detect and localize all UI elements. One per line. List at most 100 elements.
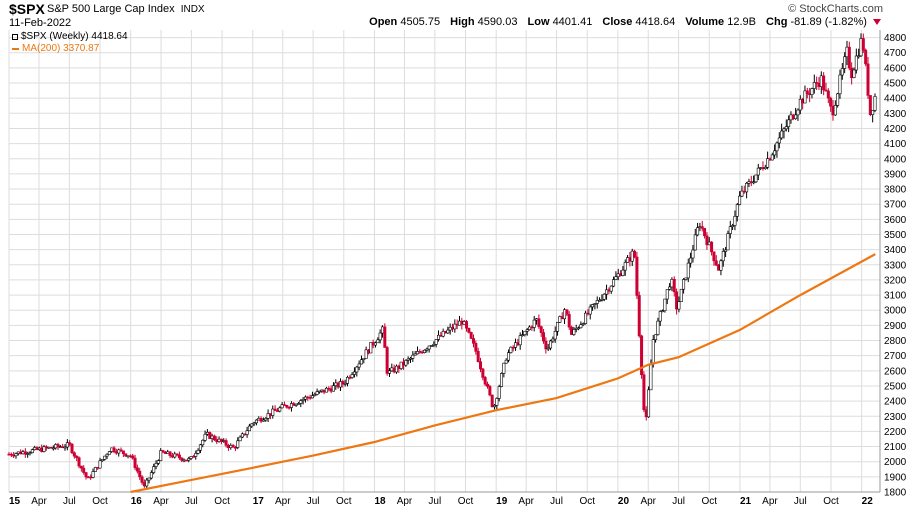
price-bar-body <box>728 226 732 234</box>
price-bar-body <box>264 418 268 421</box>
price-bar-body <box>763 166 767 170</box>
price-bar-body <box>152 466 156 473</box>
y-tick-label: 3500 <box>884 230 907 241</box>
price-bar-body <box>100 459 104 462</box>
price-bar-body <box>623 262 627 271</box>
price-bar-body <box>523 330 527 336</box>
price-bar-body <box>668 286 672 290</box>
price-bar-body <box>355 366 359 373</box>
y-tick-label: 3200 <box>884 275 907 286</box>
price-bar-body <box>68 442 72 445</box>
low-value: 4401.41 <box>552 16 593 28</box>
price-bar-body <box>378 332 382 341</box>
price-bar-body <box>82 467 86 473</box>
price-bar-body <box>357 363 361 368</box>
price-bar-body <box>315 391 319 395</box>
price-bar-body <box>647 389 651 418</box>
price-bar-body <box>474 343 478 352</box>
price-bar-body <box>121 450 125 455</box>
y-tick-label: 2700 <box>884 351 907 362</box>
price-bar-body <box>833 105 837 116</box>
price-bar-body <box>546 347 550 350</box>
price-bar-body <box>156 460 160 464</box>
chart-date: 11-Feb-2022 <box>9 17 72 29</box>
price-bar-body <box>495 398 499 406</box>
price-bar-body <box>612 279 616 287</box>
price-bar-body <box>425 348 429 351</box>
price-bar-body <box>822 75 826 91</box>
x-tick-label: Oct <box>336 496 352 507</box>
price-bar-body <box>854 55 858 71</box>
price-bar-body <box>836 93 840 106</box>
y-tick-label: 2900 <box>884 321 907 332</box>
price-bar-body <box>803 90 807 104</box>
price-bar-body <box>740 190 744 197</box>
price-bar-body <box>866 63 870 96</box>
price-bar-body <box>175 453 179 456</box>
price-bar-body <box>497 386 501 399</box>
price-bar-body <box>684 277 688 280</box>
y-tick-label: 3900 <box>884 169 907 180</box>
price-bar-body <box>719 260 723 271</box>
price-bar-body <box>735 204 739 217</box>
price-bar-body <box>441 331 445 337</box>
brand-link[interactable]: © StockCharts.com <box>788 3 883 15</box>
price-bar-body <box>173 453 177 458</box>
price-bar-body <box>352 371 356 375</box>
price-bar-body <box>472 338 476 344</box>
price-bar-body <box>721 251 725 262</box>
ohlc-stats: Open 4505.75 High 4590.03 Low 4401.41 Cl… <box>369 16 881 28</box>
price-bar-body <box>364 349 368 359</box>
price-bar-body <box>23 451 27 455</box>
price-bar-body <box>406 358 410 361</box>
chg-value: -81.89 (-1.82%) <box>790 16 867 28</box>
price-bar-body <box>154 463 158 467</box>
price-bar-body <box>317 390 321 393</box>
price-bar-body <box>556 321 560 332</box>
price-bar-body <box>551 338 555 342</box>
price-bar-body <box>194 453 198 457</box>
y-tick-label: 4000 <box>884 154 907 165</box>
price-bar-body <box>577 327 581 330</box>
price-bar-body <box>493 404 497 408</box>
x-tick-label: Jul <box>185 496 198 507</box>
price-bar-body <box>75 455 79 458</box>
price-bar-body <box>350 374 354 378</box>
price-bar-body <box>145 479 149 487</box>
price-bar-body <box>140 476 144 483</box>
y-tick-label: 2200 <box>884 427 907 438</box>
price-bar-body <box>826 90 830 99</box>
price-bar-body <box>581 323 585 325</box>
price-bar-body <box>549 340 553 349</box>
price-bar-body <box>873 96 877 111</box>
y-tick-label: 2500 <box>884 381 907 392</box>
x-tick-label: 17 <box>253 496 265 507</box>
price-bar-body <box>651 339 655 365</box>
price-bar-body <box>745 182 749 193</box>
price-bar-body <box>805 90 809 95</box>
price-bar-body <box>408 358 412 360</box>
price-bar-body <box>656 320 660 335</box>
price-bar-body <box>593 303 597 305</box>
price-bar-body <box>677 301 681 310</box>
price-bar-body <box>775 142 779 152</box>
price-bar-body <box>299 400 303 404</box>
price-bar-body <box>434 339 438 345</box>
price-bar-body <box>703 228 707 237</box>
price-bar-body <box>693 234 697 251</box>
volume-label: Volume <box>685 16 725 28</box>
price-bar-body <box>285 405 289 408</box>
price-bar-body <box>247 425 251 432</box>
open-label: Open <box>369 16 398 28</box>
y-tick-label: 4700 <box>884 48 907 59</box>
price-bar-body <box>579 324 583 329</box>
x-tick-label: Oct <box>579 496 595 507</box>
x-tick-label: 15 <box>9 496 21 507</box>
price-bar-body <box>712 251 716 262</box>
x-tick-label: Apr <box>640 496 656 507</box>
price-bar-body <box>815 82 819 84</box>
price-bar-body <box>542 332 546 342</box>
y-tick-label: 3400 <box>884 245 907 256</box>
price-bar-body <box>93 467 97 472</box>
